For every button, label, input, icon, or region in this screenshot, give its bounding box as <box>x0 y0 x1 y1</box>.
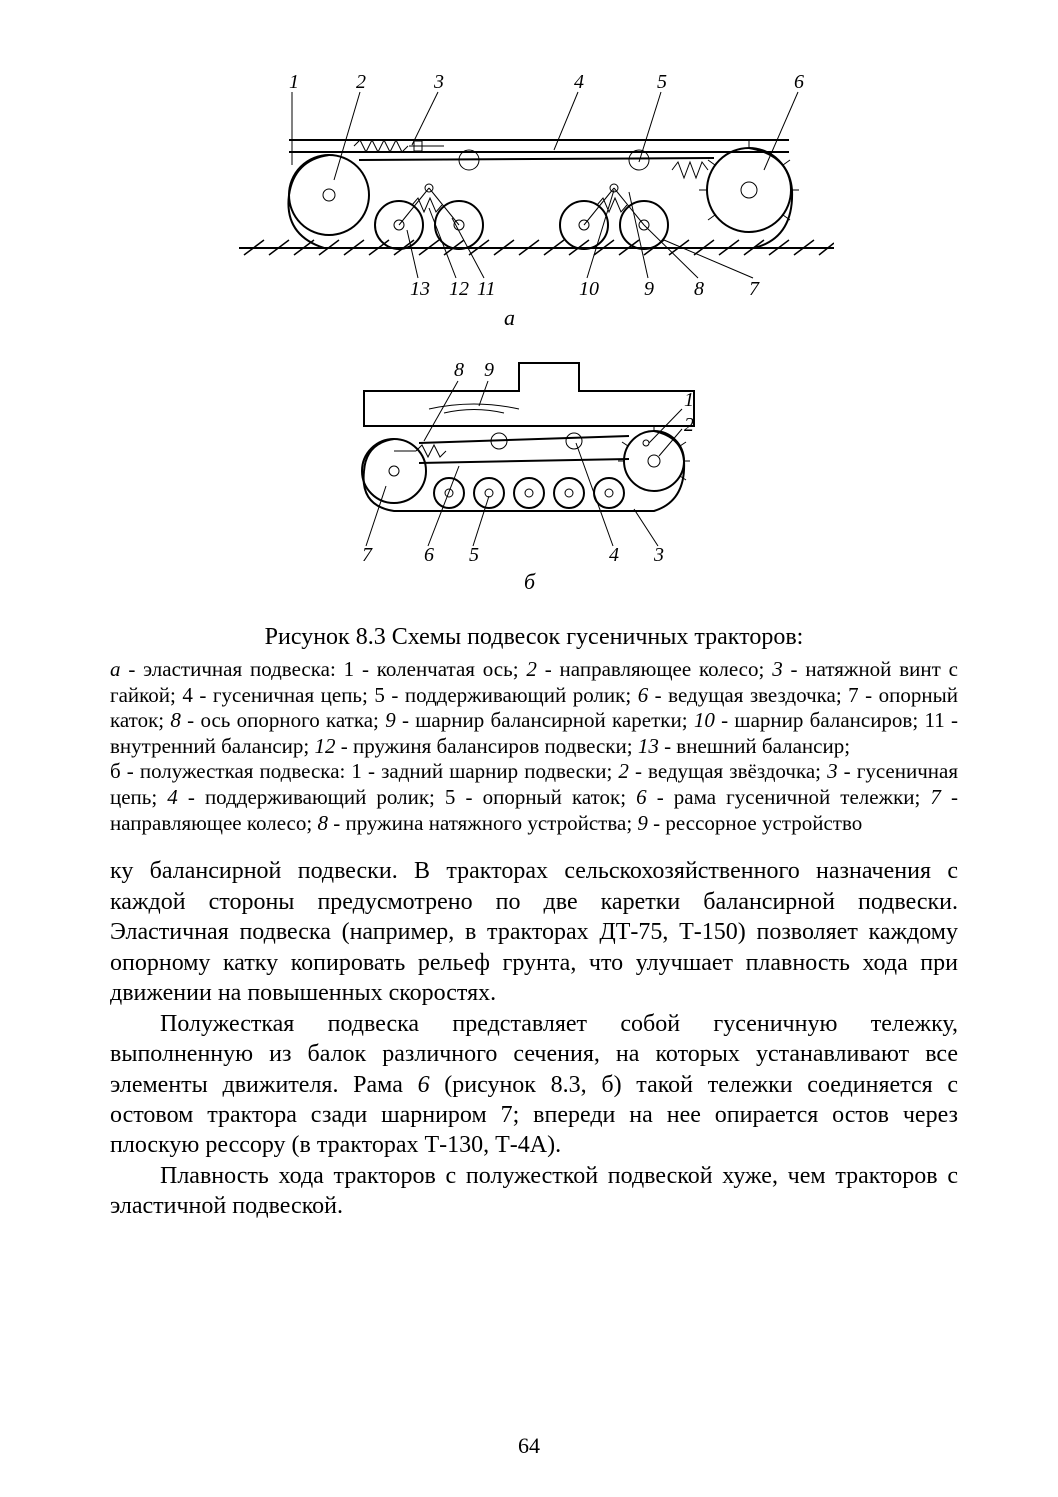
diagram-letter-b: б <box>524 569 536 594</box>
svg-text:2: 2 <box>684 414 694 436</box>
diagram-letter-a: а <box>504 305 515 330</box>
legend-b-i7: 7 <box>930 785 941 809</box>
svg-text:3: 3 <box>433 71 444 93</box>
legend-b-t2: - ведущая звёздочка; <box>629 759 827 783</box>
legend-a-prefix: а <box>110 657 121 681</box>
legend-a-t9: - шарнир балансирной каретки; <box>396 708 694 732</box>
page-number: 64 <box>0 1433 1058 1459</box>
legend-b-i3: 3 <box>827 759 838 783</box>
svg-text:4: 4 <box>574 71 584 93</box>
legend-b-i9: 9 <box>637 811 648 835</box>
legend-a-i13: 13 <box>638 734 659 758</box>
svg-text:2: 2 <box>356 71 366 93</box>
svg-text:5: 5 <box>469 544 479 566</box>
svg-text:8: 8 <box>694 278 704 300</box>
figure-caption: Рисунок 8.3 Схемы подвесок гусеничных тр… <box>110 624 958 651</box>
legend-b-prefix: б - полужесткая подвеска: 1 - задний шар… <box>110 759 618 783</box>
diagram-a: 1 2 3 4 5 6 <box>234 70 834 340</box>
svg-text:1: 1 <box>289 71 299 93</box>
legend-b-i6: 6 <box>636 785 647 809</box>
legend-b-t6: - рама гусеничной тележки; <box>647 785 931 809</box>
paragraph-2: Полужесткая подвеска представляет собой … <box>110 1009 958 1161</box>
legend-b-t9: - рессорное устройство <box>648 811 862 835</box>
legend-a-t2: - направляющее колесо; <box>537 657 772 681</box>
legend-a-i6: 6 <box>638 683 649 707</box>
diagram-b: 8 9 1 2 <box>324 351 744 601</box>
legend-a-i12: 12 <box>314 734 335 758</box>
svg-text:1: 1 <box>684 389 694 411</box>
legend-a-t12: - пружиня балансиров подвески; <box>335 734 637 758</box>
svg-text:9: 9 <box>484 359 494 381</box>
svg-text:13: 13 <box>410 278 430 300</box>
legend-a-i8: 8 <box>170 708 181 732</box>
figure-container: 1 2 3 4 5 6 <box>110 70 958 606</box>
svg-text:10: 10 <box>579 278 599 300</box>
svg-text:7: 7 <box>749 278 760 300</box>
svg-text:4: 4 <box>609 544 619 566</box>
svg-text:5: 5 <box>657 71 667 93</box>
p2-i: 6 <box>418 1072 430 1098</box>
legend-block: а - эластичная подвеска: 1 - коленчатая … <box>110 657 958 836</box>
legend-b-i2: 2 <box>618 759 629 783</box>
svg-text:9: 9 <box>644 278 654 300</box>
legend-a-i9: 9 <box>385 708 396 732</box>
svg-text:7: 7 <box>362 544 373 566</box>
legend-a-i10: 10 <box>694 708 715 732</box>
svg-text:8: 8 <box>454 359 464 381</box>
legend-a-i2: 2 <box>526 657 537 681</box>
legend-a-t8: - ось опорного катка; <box>181 708 385 732</box>
body-text: ку балансирной подвески. В тракторах сел… <box>110 856 958 1222</box>
svg-text:6: 6 <box>424 544 434 566</box>
legend-b-i8: 8 <box>317 811 328 835</box>
paragraph-3: Плавность хода тракторов с полужесткой п… <box>110 1161 958 1222</box>
paragraph-1: ку балансирной подвески. В тракторах сел… <box>110 856 958 1008</box>
legend-a-i3: 3 <box>772 657 783 681</box>
svg-text:11: 11 <box>477 278 496 300</box>
legend-b-i4: 4 <box>167 785 178 809</box>
svg-text:6: 6 <box>794 71 804 93</box>
svg-text:3: 3 <box>653 544 664 566</box>
legend-a-t1: - эластичная подвеска: 1 - коленчатая ос… <box>121 657 527 681</box>
legend-a-t13: - внешний балансир; <box>659 734 850 758</box>
legend-b-t4: - поддерживающий ролик; 5 - опорный като… <box>178 785 636 809</box>
legend-b-t8: - пружина натяжного устройства; <box>328 811 637 835</box>
svg-text:12: 12 <box>449 278 469 300</box>
